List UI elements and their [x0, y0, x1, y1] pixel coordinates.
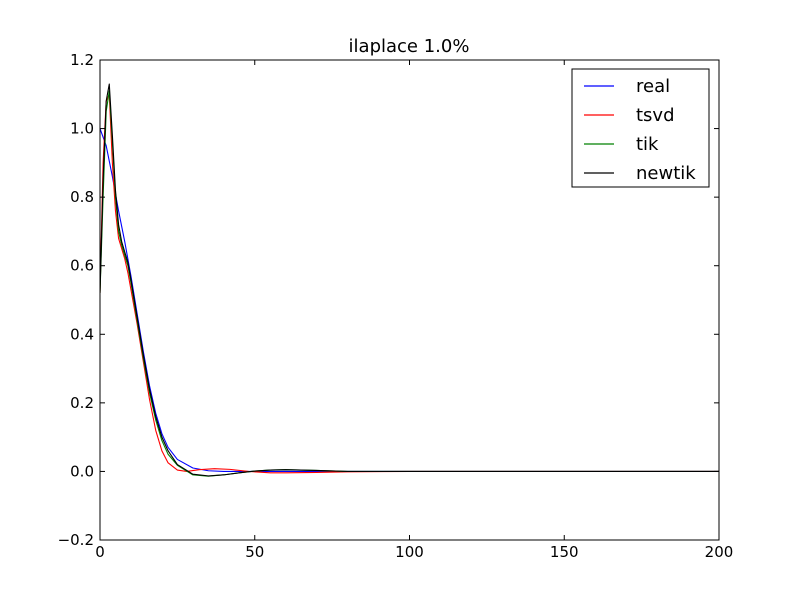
y-tick-label: 0.8	[70, 188, 94, 206]
legend-label-real: real	[636, 76, 670, 97]
y-axis: −0.2 0.0 0.2 0.4 0.6 0.8 1.0 1.2	[58, 51, 719, 549]
x-tick-label: 100	[395, 543, 424, 561]
y-tick-label: 0.6	[70, 257, 94, 275]
chart-title: ilaplace 1.0%	[349, 36, 470, 57]
y-tick-label: 1.0	[70, 120, 94, 138]
x-tick-label: 200	[705, 543, 734, 561]
y-tick-label: 0.0	[70, 462, 94, 480]
x-tick-label: 150	[550, 543, 579, 561]
x-tick-label: 0	[95, 543, 105, 561]
y-tick-label: 0.4	[70, 325, 94, 343]
series-lines	[100, 83, 719, 477]
x-axis: 0 50 100 150 200	[95, 60, 733, 561]
legend-label-newtik: newtik	[636, 163, 696, 184]
legend: real tsvd tik newtik	[571, 68, 710, 188]
y-tick-label: −0.2	[58, 531, 94, 549]
y-tick-label: 1.2	[70, 51, 94, 69]
x-tick-label: 50	[245, 543, 264, 561]
plot-area: 0 50 100 150 200 −0.2 0.0 0.2 0.4 0.6 0.8 1.0 1.2	[58, 51, 734, 561]
legend-label-tsvd: tsvd	[636, 105, 675, 126]
series-line-newtik	[100, 83, 719, 477]
legend-label-tik: tik	[636, 134, 659, 155]
series-line-real	[100, 128, 719, 472]
legend-box	[571, 68, 710, 188]
y-tick-label: 0.2	[70, 394, 94, 412]
series-line-tsvd	[100, 93, 719, 474]
